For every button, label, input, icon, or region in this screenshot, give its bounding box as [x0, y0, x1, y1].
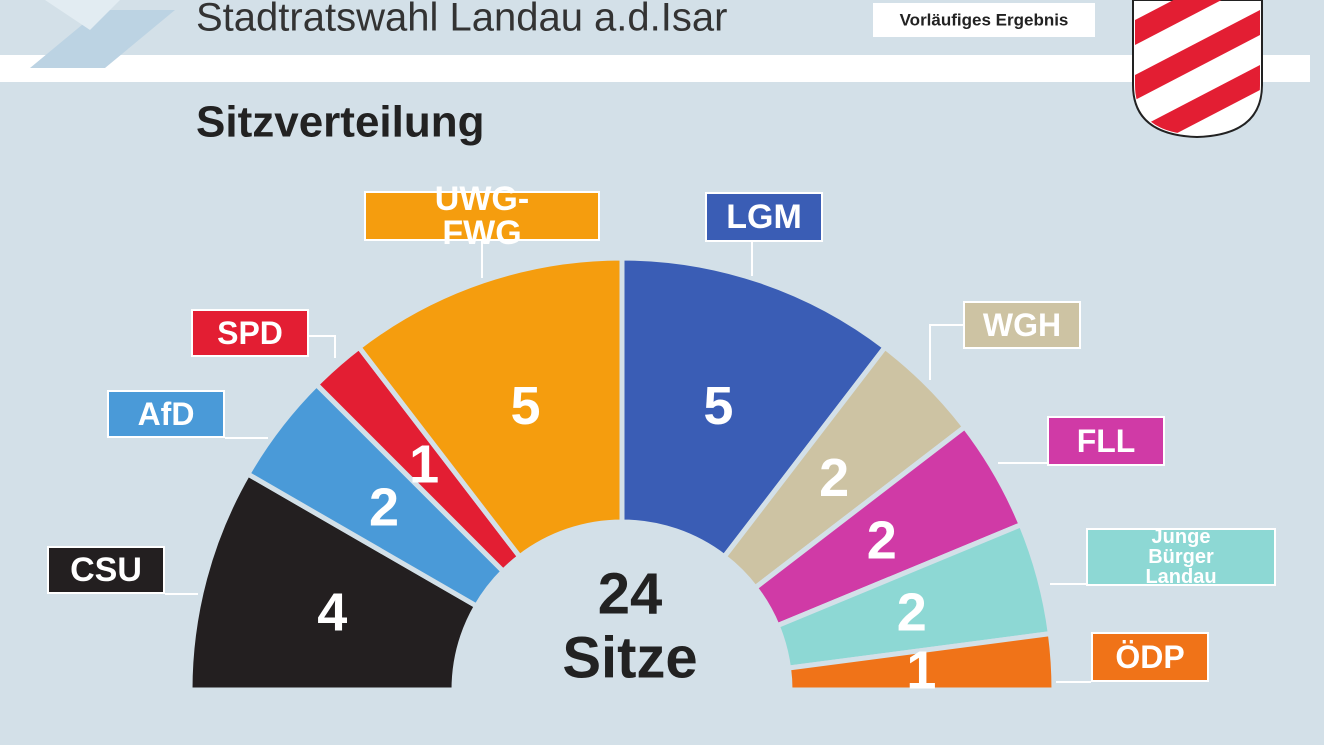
total: 24 — [598, 561, 663, 626]
header-stripe — [0, 55, 1310, 82]
header-title: Stadtratswahl Landau a.d.Isar — [196, 0, 727, 40]
seat-count: 2 — [867, 510, 897, 570]
legend-label: CSU — [47, 546, 165, 594]
seat-count: 2 — [897, 583, 927, 643]
seat-count: 4 — [317, 583, 347, 643]
logo — [45, 0, 120, 30]
seat-count: 2 — [819, 448, 849, 508]
legend-label: WGH — [963, 301, 1081, 349]
badge-box — [873, 3, 1095, 37]
seat-count: 1 — [906, 641, 936, 701]
legend-label: SPD — [191, 309, 309, 357]
seat-wedge — [785, 630, 1057, 693]
seat-wedge — [619, 255, 889, 561]
legend-label: Junge Bürger Landau — [1086, 527, 1276, 587]
center-bg — [460, 690, 784, 694]
seat-count: 2 — [369, 478, 399, 538]
legend-label: ÖDP — [1091, 632, 1209, 682]
leader-line — [929, 324, 963, 380]
total-label: Sitze — [562, 625, 697, 690]
seat-wedge — [187, 470, 480, 693]
seat-count: 5 — [511, 376, 541, 436]
crest — [1132, 0, 1263, 139]
chart-title: Sitzverteilung — [196, 98, 485, 147]
badge: Vorläufiges Ergebnis — [900, 10, 1069, 29]
leader-line — [309, 335, 336, 358]
seat-count: 5 — [703, 376, 733, 436]
legend-label: AfD — [107, 390, 225, 438]
logo — [30, 10, 175, 68]
seat-wedge — [355, 255, 625, 561]
legend-label: UWG-FWG — [364, 182, 600, 250]
legend-label: LGM — [705, 192, 823, 242]
legend-label: FLL — [1047, 416, 1165, 466]
